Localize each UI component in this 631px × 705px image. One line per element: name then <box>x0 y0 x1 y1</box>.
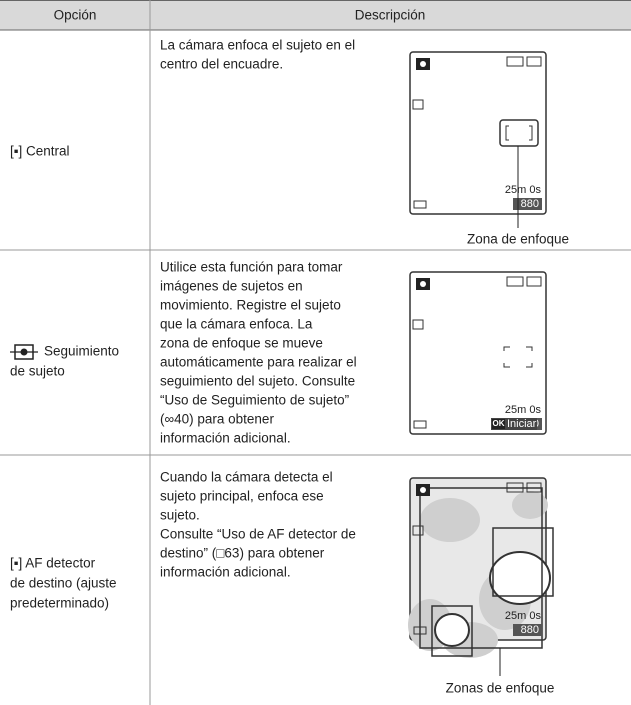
description-text: zona de enfoque se mueve <box>160 336 323 351</box>
header-bg <box>0 0 631 30</box>
description-text: información adicional. <box>160 431 291 446</box>
status-icon <box>506 276 524 287</box>
status-icon <box>506 56 524 67</box>
button-key-label: OK <box>493 419 505 428</box>
option-text: de destino (ajuste <box>10 576 117 591</box>
flower <box>489 551 551 605</box>
focus-bracket <box>505 125 533 141</box>
option-text: [▪] Central <box>10 144 70 159</box>
battery-icon <box>413 420 427 429</box>
description-text: destino” (□63) para obtener <box>160 546 325 561</box>
focus-frame <box>492 527 554 597</box>
description-text: información adicional. <box>160 565 291 580</box>
battery-icon <box>413 626 427 635</box>
header: Descripción <box>355 8 426 23</box>
status-icon <box>506 482 524 493</box>
button-label: Iniciar <box>507 418 537 430</box>
shots-box <box>513 198 542 210</box>
remaining-time: 25m 0s <box>505 404 542 416</box>
button-key <box>492 419 505 429</box>
camera-lens <box>420 281 426 287</box>
description-text: “Uso de Seguimiento de sujeto” <box>160 393 349 408</box>
description-text: imágenes de sujetos en <box>160 279 303 294</box>
remaining-time: 25m 0s <box>505 184 542 196</box>
description-text: (∞40) para obtener <box>160 412 274 427</box>
description-text: movimiento. Registre el sujeto <box>160 298 341 313</box>
focus-frame <box>431 605 473 657</box>
callout: Zona de enfoque <box>467 232 569 247</box>
option-text: de sujeto <box>10 364 65 379</box>
status-icon <box>526 56 542 67</box>
description-text: Utilice esta función para tomar <box>160 260 343 275</box>
option-text: predeterminado) <box>10 596 109 611</box>
shots-box <box>513 624 542 636</box>
camera-lens <box>420 487 426 493</box>
screen <box>409 271 547 435</box>
mode-icon <box>412 525 424 536</box>
description-text: Consulte “Uso de AF detector de <box>160 527 356 542</box>
callout: Zonas de enfoque <box>446 681 555 696</box>
remaining-time: 25m 0s <box>505 610 542 622</box>
description-text: automáticamente para realizar el <box>160 355 357 370</box>
screen <box>409 51 547 215</box>
status-icon <box>526 276 542 287</box>
option-text: Seguimiento <box>44 344 119 359</box>
shots-remaining: 880 <box>521 198 539 210</box>
focus-area <box>499 119 539 147</box>
focus-frame <box>419 487 543 649</box>
camera-lens <box>420 61 426 67</box>
leaf <box>512 491 548 519</box>
description-text: sujeto principal, enfoca ese <box>160 489 324 504</box>
description-text: Cuando la cámara detecta el <box>160 470 333 485</box>
option-text: [▪] AF detector <box>10 556 96 571</box>
description-text: sujeto. <box>160 508 200 523</box>
header: Opción <box>54 8 97 23</box>
mode-icon <box>412 99 424 110</box>
focus-corners <box>503 346 533 368</box>
tracking-icon <box>10 344 38 360</box>
battery-icon <box>413 200 427 209</box>
status-icon <box>526 482 542 493</box>
flower <box>434 613 470 647</box>
description-text: La cámara enfoca el sujeto en el <box>160 38 355 53</box>
description-text: seguimiento del sujeto. Consulte <box>160 374 355 389</box>
shots-remaining: 880 <box>521 624 539 636</box>
leaf <box>420 498 480 542</box>
description-text: que la cámara enfoca. La <box>160 317 313 332</box>
description-text: centro del encuadre. <box>160 57 283 72</box>
mode-icon <box>412 319 424 330</box>
